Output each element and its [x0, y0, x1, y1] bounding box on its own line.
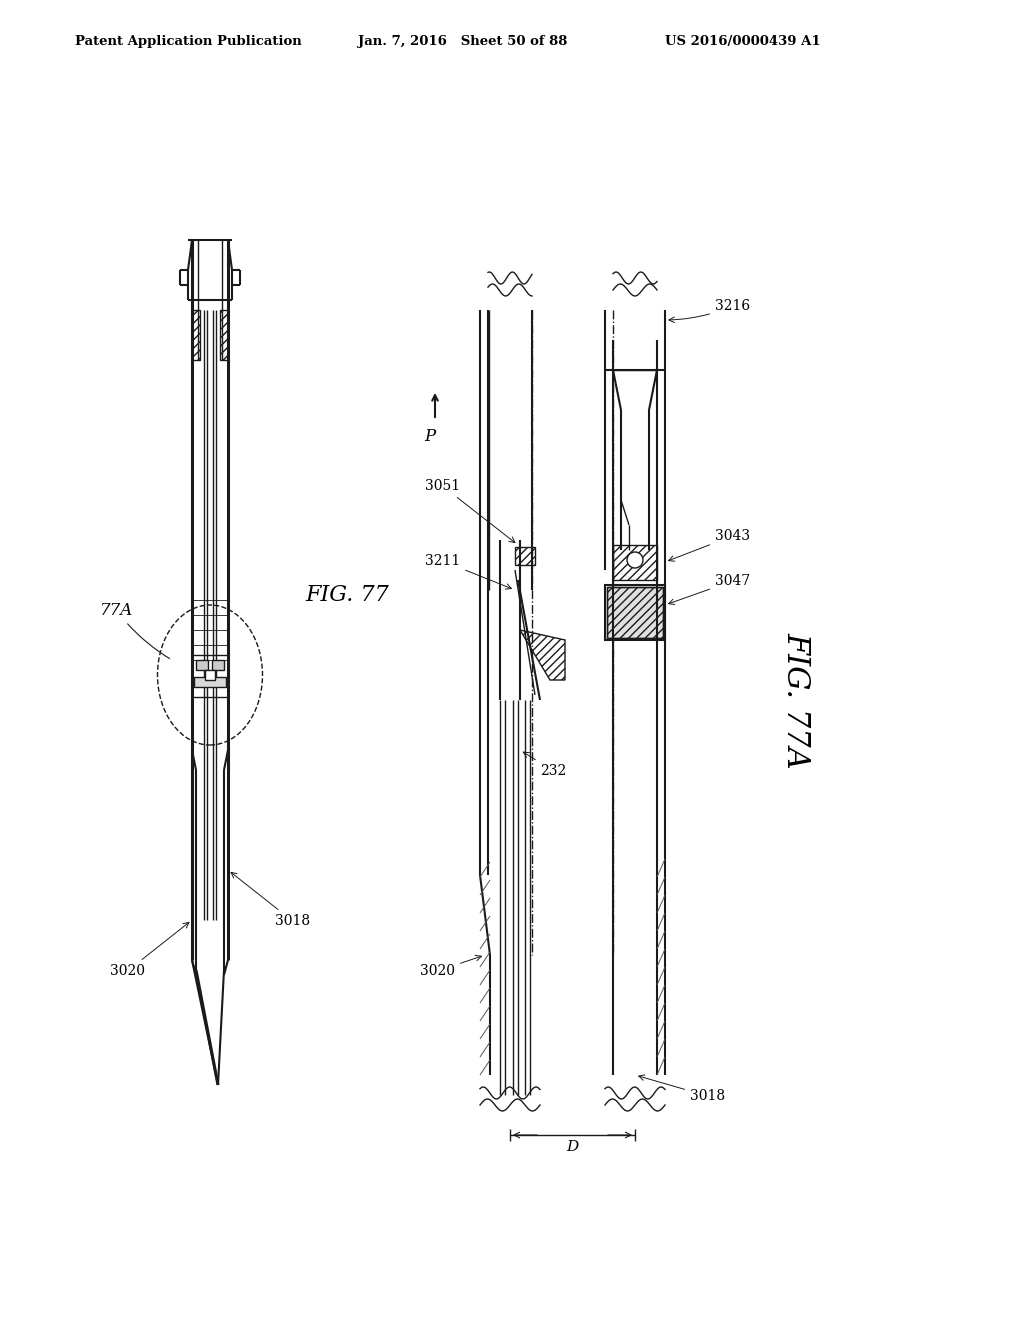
- Bar: [607, 587, 663, 638]
- Text: 3047: 3047: [669, 574, 751, 605]
- Text: 3051: 3051: [425, 479, 515, 543]
- Text: Patent Application Publication: Patent Application Publication: [75, 36, 302, 48]
- Bar: [212, 660, 224, 671]
- Bar: [193, 310, 200, 360]
- Text: 3216: 3216: [669, 300, 751, 322]
- Text: 3211: 3211: [425, 554, 511, 589]
- Circle shape: [627, 552, 643, 568]
- Text: Jan. 7, 2016   Sheet 50 of 88: Jan. 7, 2016 Sheet 50 of 88: [358, 36, 567, 48]
- Text: 77A: 77A: [100, 602, 170, 659]
- Bar: [613, 545, 657, 579]
- Bar: [607, 587, 663, 638]
- Bar: [605, 585, 665, 640]
- Text: P: P: [424, 428, 435, 445]
- Bar: [205, 671, 215, 680]
- Bar: [220, 310, 228, 360]
- Text: D: D: [566, 1140, 579, 1154]
- Text: 3020: 3020: [420, 956, 481, 978]
- Bar: [196, 660, 208, 671]
- Text: US 2016/0000439 A1: US 2016/0000439 A1: [665, 36, 820, 48]
- Text: 3018: 3018: [231, 873, 310, 928]
- Text: FIG. 77: FIG. 77: [305, 583, 389, 606]
- Text: 3043: 3043: [669, 529, 751, 561]
- Bar: [515, 546, 535, 565]
- Text: 3018: 3018: [639, 1074, 725, 1104]
- Text: 232: 232: [523, 752, 566, 777]
- Bar: [194, 677, 226, 686]
- Text: 3020: 3020: [110, 923, 189, 978]
- Text: FIG. 77A: FIG. 77A: [780, 632, 811, 768]
